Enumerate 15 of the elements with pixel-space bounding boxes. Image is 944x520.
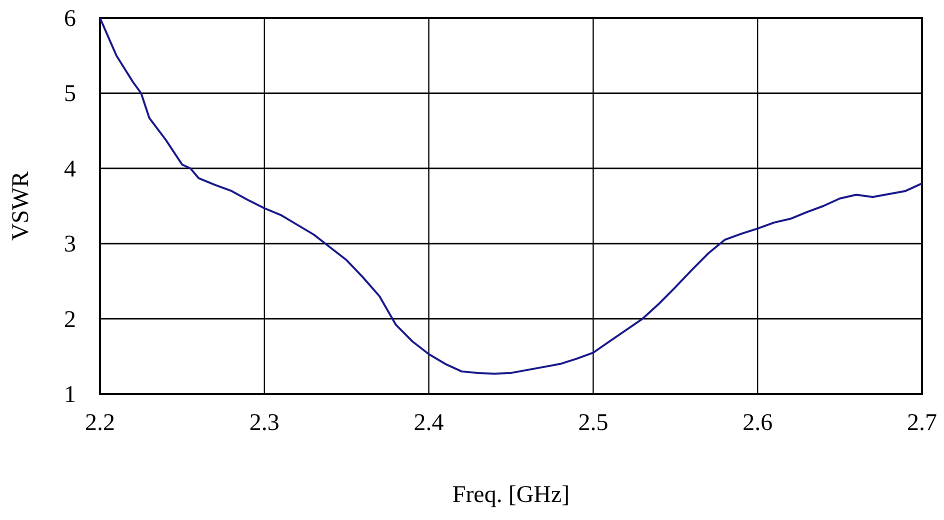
x-axis-title: Freq. [GHz] <box>452 482 570 508</box>
x-tick-label: 2.2 <box>85 410 115 436</box>
x-tick-label: 2.3 <box>249 410 280 436</box>
line-series <box>99 17 923 375</box>
y-axis-title: VSWR <box>8 171 34 241</box>
y-tick-label: 1 <box>64 382 76 408</box>
y-tick-label: 5 <box>64 81 76 108</box>
y-tick-label: 4 <box>64 156 76 182</box>
y-tick-label: 6 <box>64 6 76 32</box>
y-tick-label: 2 <box>64 306 76 333</box>
y-tick-label: 3 <box>64 232 76 258</box>
x-tick-label: 2.4 <box>414 410 444 436</box>
x-tick-label: 2.6 <box>742 410 773 436</box>
x-tick-label: 2.7 <box>907 410 937 436</box>
x-tick-label: 2.5 <box>578 410 608 436</box>
